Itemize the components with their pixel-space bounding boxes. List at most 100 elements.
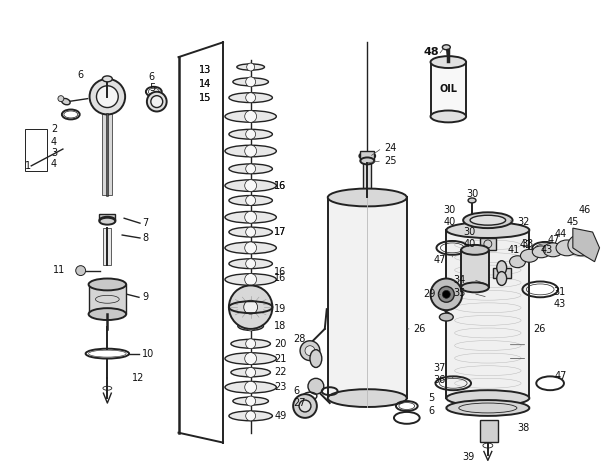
Text: 33: 33 <box>521 239 534 249</box>
Circle shape <box>97 86 118 107</box>
Ellipse shape <box>439 313 453 321</box>
Text: 5: 5 <box>428 393 435 403</box>
Text: 18: 18 <box>274 321 286 331</box>
Ellipse shape <box>360 157 374 164</box>
Circle shape <box>245 111 256 123</box>
Circle shape <box>442 290 450 298</box>
Circle shape <box>245 196 256 205</box>
Text: 13: 13 <box>200 65 212 75</box>
Text: 37: 37 <box>433 363 446 373</box>
Ellipse shape <box>225 180 277 191</box>
Circle shape <box>245 180 256 191</box>
Ellipse shape <box>446 222 529 238</box>
Ellipse shape <box>231 368 271 377</box>
Text: 16: 16 <box>274 180 286 190</box>
Text: 10: 10 <box>142 349 154 359</box>
Ellipse shape <box>510 256 526 267</box>
Circle shape <box>89 79 125 114</box>
Text: 4: 4 <box>51 159 57 169</box>
Text: 17: 17 <box>274 227 287 237</box>
Bar <box>461 250 489 287</box>
Text: 16: 16 <box>274 266 286 276</box>
Text: 6: 6 <box>293 386 299 396</box>
Ellipse shape <box>237 64 264 70</box>
Ellipse shape <box>225 111 277 122</box>
Ellipse shape <box>568 234 595 256</box>
Text: 16: 16 <box>274 273 286 283</box>
Bar <box>102 114 112 196</box>
Circle shape <box>308 378 324 394</box>
Text: 48: 48 <box>424 47 439 57</box>
Bar <box>360 151 374 161</box>
Ellipse shape <box>225 242 277 254</box>
Ellipse shape <box>229 164 272 174</box>
Text: 20: 20 <box>274 339 287 349</box>
Bar <box>328 198 407 398</box>
Ellipse shape <box>310 350 322 368</box>
Bar <box>364 163 371 198</box>
Circle shape <box>300 341 320 361</box>
Ellipse shape <box>99 217 115 224</box>
Text: 41: 41 <box>507 245 520 255</box>
Ellipse shape <box>229 411 272 421</box>
Circle shape <box>245 164 256 174</box>
Text: 27: 27 <box>293 398 305 408</box>
Ellipse shape <box>430 56 466 68</box>
Text: 1: 1 <box>25 161 31 171</box>
Ellipse shape <box>446 390 529 406</box>
Text: 9: 9 <box>142 292 148 302</box>
Text: 30: 30 <box>463 227 476 237</box>
Text: 47: 47 <box>555 371 567 381</box>
Text: 28: 28 <box>293 334 305 344</box>
Circle shape <box>151 95 163 107</box>
Ellipse shape <box>231 339 271 348</box>
Circle shape <box>245 396 256 406</box>
Circle shape <box>245 77 256 87</box>
Text: 31: 31 <box>553 287 565 297</box>
Circle shape <box>245 242 256 254</box>
Text: 43: 43 <box>553 299 565 309</box>
Text: 40: 40 <box>443 217 455 227</box>
Text: 34: 34 <box>453 275 466 285</box>
Text: 38: 38 <box>518 423 530 433</box>
Text: 47: 47 <box>433 255 446 265</box>
Text: OIL: OIL <box>439 84 457 94</box>
Circle shape <box>147 92 166 112</box>
Bar <box>89 285 126 314</box>
Ellipse shape <box>497 272 507 285</box>
Text: 14: 14 <box>200 79 212 89</box>
Circle shape <box>305 346 315 356</box>
Ellipse shape <box>99 218 115 225</box>
Text: 4: 4 <box>51 137 57 147</box>
Text: 13: 13 <box>200 65 212 75</box>
Text: 22: 22 <box>274 367 287 378</box>
Text: 17: 17 <box>274 227 287 237</box>
Ellipse shape <box>461 283 489 292</box>
Ellipse shape <box>229 129 272 139</box>
Ellipse shape <box>520 249 538 262</box>
Circle shape <box>245 321 256 331</box>
Ellipse shape <box>497 261 507 275</box>
Text: 23: 23 <box>274 382 287 392</box>
Ellipse shape <box>62 98 70 105</box>
Circle shape <box>76 266 86 276</box>
Text: 16: 16 <box>274 180 286 190</box>
Circle shape <box>229 285 272 329</box>
Bar <box>103 228 111 265</box>
Circle shape <box>245 259 256 269</box>
Circle shape <box>293 394 317 418</box>
Ellipse shape <box>225 381 277 393</box>
Circle shape <box>245 211 256 223</box>
Circle shape <box>245 381 256 393</box>
Text: 30: 30 <box>466 189 479 199</box>
Ellipse shape <box>470 215 506 225</box>
Ellipse shape <box>229 227 272 237</box>
Text: 3: 3 <box>51 148 57 158</box>
Text: 30: 30 <box>443 205 455 215</box>
Ellipse shape <box>225 274 277 285</box>
Bar <box>25 129 47 171</box>
Ellipse shape <box>233 397 269 405</box>
Text: 44: 44 <box>555 229 567 239</box>
Text: 26: 26 <box>414 324 426 334</box>
Text: 40: 40 <box>463 239 476 249</box>
